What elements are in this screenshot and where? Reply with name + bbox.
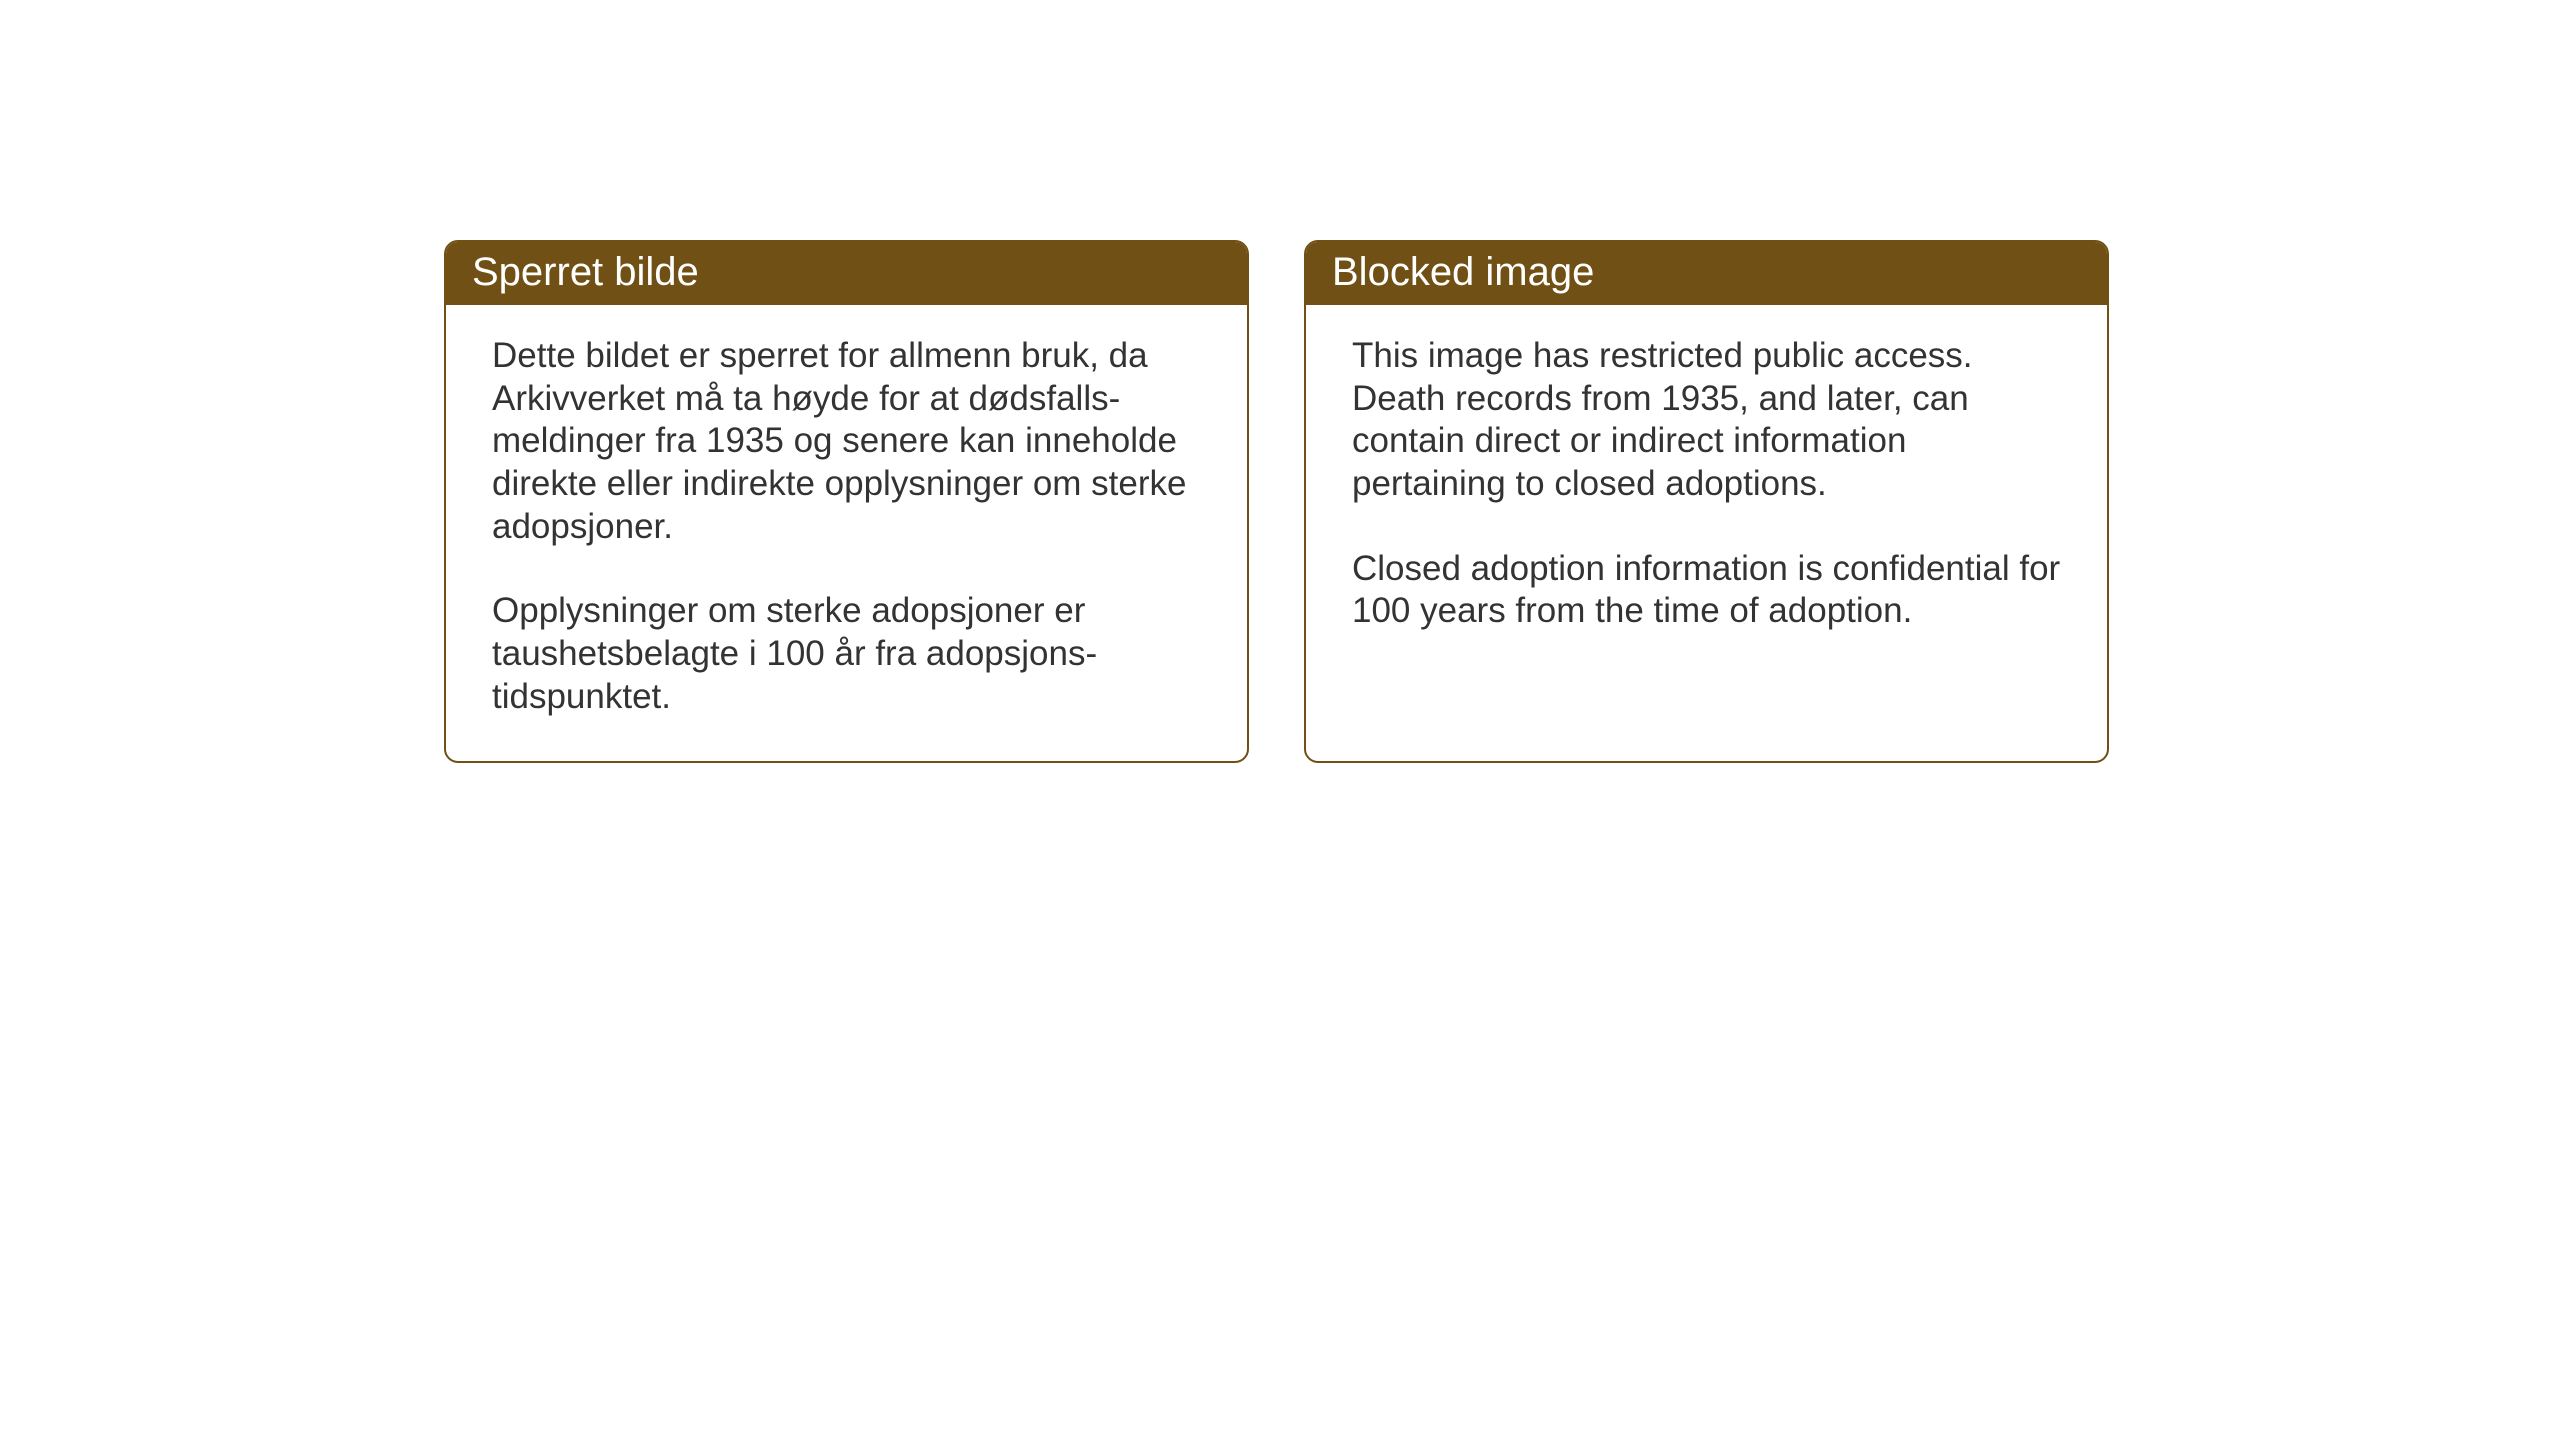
paragraph-english-2: Closed adoption information is confident… — [1352, 548, 2061, 633]
notice-cards-container: Sperret bilde Dette bildet er sperret fo… — [444, 240, 2109, 763]
paragraph-english-1: This image has restricted public access.… — [1352, 335, 2061, 506]
paragraph-norwegian-1: Dette bildet er sperret for allmenn bruk… — [492, 335, 1201, 548]
card-header-norwegian: Sperret bilde — [446, 242, 1247, 305]
notice-card-english: Blocked image This image has restricted … — [1304, 240, 2109, 763]
paragraph-norwegian-2: Opplysninger om sterke adopsjoner er tau… — [492, 590, 1201, 718]
card-body-norwegian: Dette bildet er sperret for allmenn bruk… — [446, 305, 1247, 761]
notice-card-norwegian: Sperret bilde Dette bildet er sperret fo… — [444, 240, 1249, 763]
card-header-english: Blocked image — [1306, 242, 2107, 305]
card-body-english: This image has restricted public access.… — [1306, 305, 2107, 713]
